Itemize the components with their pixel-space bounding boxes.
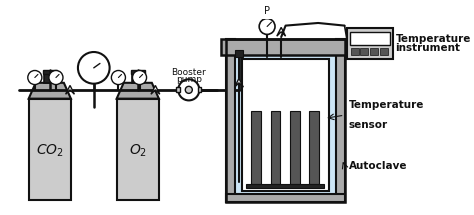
Polygon shape bbox=[28, 83, 71, 99]
Polygon shape bbox=[151, 85, 160, 94]
Text: $CO_2$: $CO_2$ bbox=[36, 143, 64, 159]
Bar bbox=[351, 49, 359, 55]
Bar bbox=[242, 59, 328, 191]
Bar bbox=[176, 87, 180, 92]
Bar bbox=[43, 70, 57, 74]
Polygon shape bbox=[277, 27, 285, 36]
Bar bbox=[226, 194, 345, 203]
Bar bbox=[271, 111, 280, 184]
Bar bbox=[347, 28, 393, 59]
Text: $O_2$: $O_2$ bbox=[129, 143, 147, 159]
Bar bbox=[44, 74, 56, 83]
Bar bbox=[132, 74, 144, 83]
Text: pump: pump bbox=[176, 75, 202, 84]
Bar bbox=[28, 99, 71, 200]
Bar bbox=[131, 70, 145, 74]
Bar bbox=[226, 39, 345, 203]
Text: P: P bbox=[264, 6, 270, 16]
Text: instrument: instrument bbox=[396, 43, 461, 53]
Bar bbox=[350, 32, 390, 45]
Polygon shape bbox=[65, 85, 74, 94]
Text: Temperature: Temperature bbox=[349, 100, 424, 110]
Bar bbox=[336, 39, 345, 203]
Text: sensor: sensor bbox=[349, 120, 388, 130]
Circle shape bbox=[133, 71, 146, 84]
Circle shape bbox=[178, 79, 200, 100]
Bar bbox=[380, 49, 388, 55]
Bar bbox=[226, 39, 235, 203]
Text: Booster: Booster bbox=[172, 68, 206, 77]
Bar bbox=[235, 55, 336, 194]
Bar bbox=[290, 111, 300, 184]
Bar bbox=[117, 99, 159, 200]
Bar bbox=[235, 50, 243, 57]
Bar bbox=[246, 184, 324, 187]
Bar bbox=[221, 39, 349, 55]
Circle shape bbox=[259, 18, 275, 34]
Bar bbox=[370, 49, 378, 55]
Polygon shape bbox=[117, 83, 159, 99]
Polygon shape bbox=[235, 78, 243, 87]
Text: Temperature: Temperature bbox=[396, 34, 471, 44]
Circle shape bbox=[185, 86, 192, 93]
Circle shape bbox=[111, 71, 126, 84]
Bar bbox=[251, 111, 261, 184]
Bar bbox=[360, 49, 368, 55]
Bar bbox=[310, 111, 319, 184]
Circle shape bbox=[49, 71, 63, 84]
Text: Autoclave: Autoclave bbox=[349, 161, 408, 171]
Circle shape bbox=[78, 52, 109, 84]
Bar bbox=[198, 87, 201, 92]
Circle shape bbox=[28, 71, 42, 84]
